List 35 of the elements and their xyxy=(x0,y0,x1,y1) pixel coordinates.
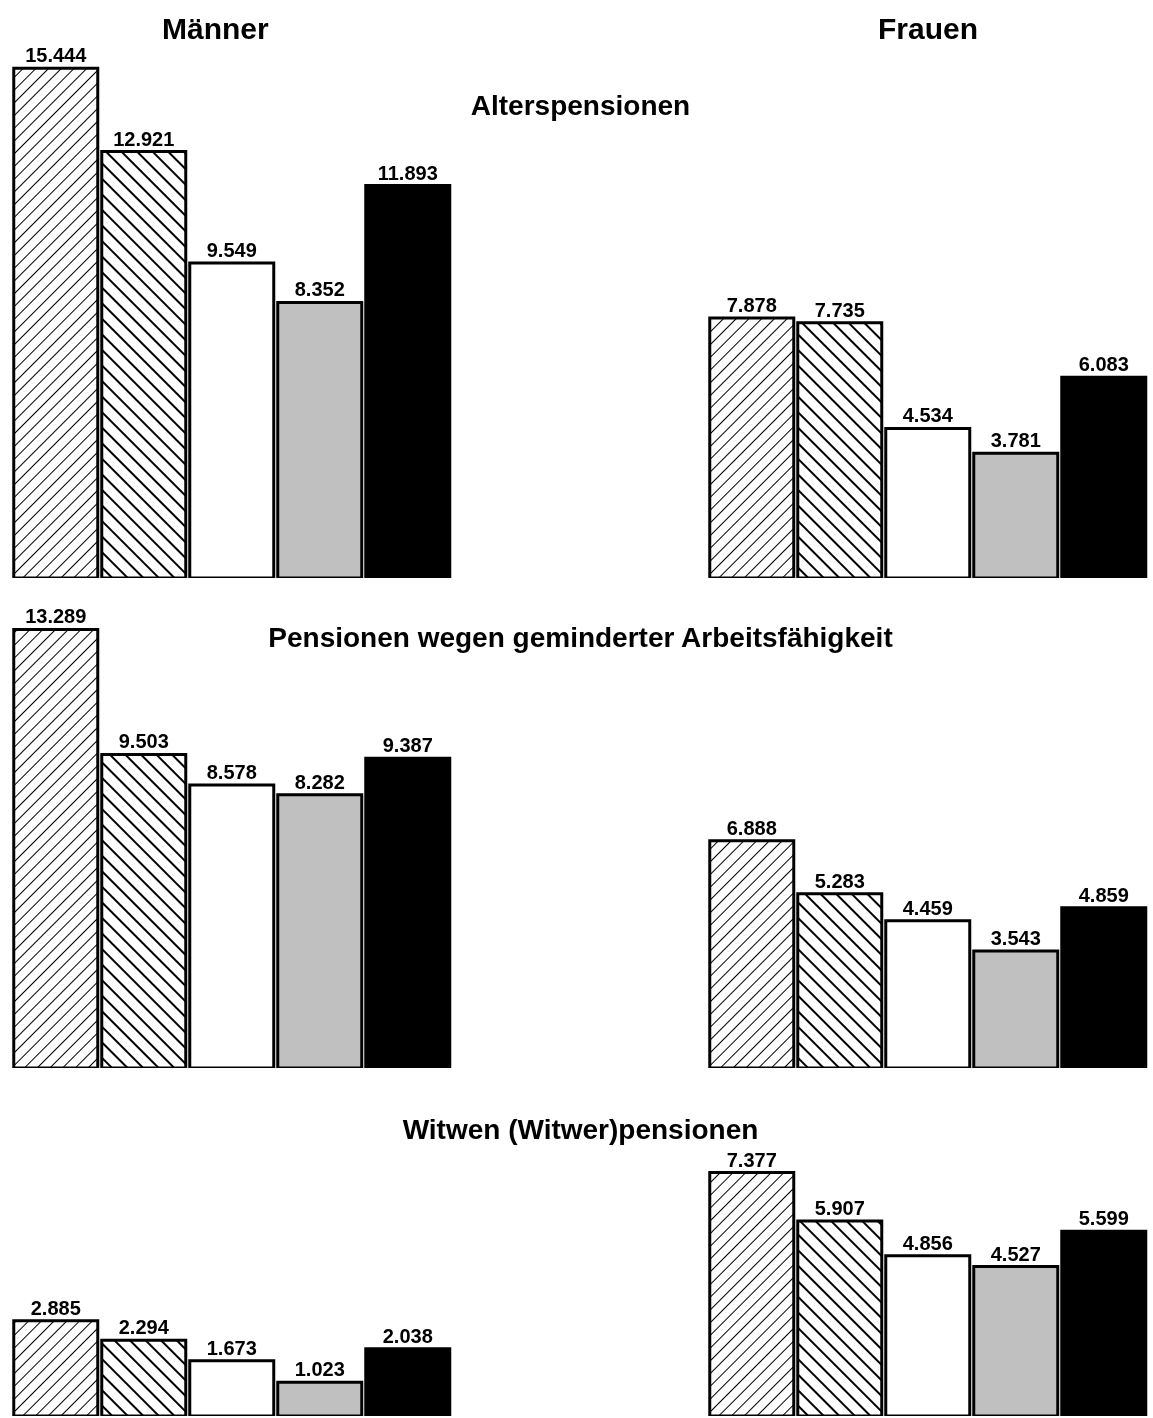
data-label: 6.083 xyxy=(1078,353,1129,376)
chart-title: Männer xyxy=(162,12,269,46)
data-label: 8.352 xyxy=(294,278,345,301)
chart-title: Frauen xyxy=(878,12,979,46)
data-label: 4.527 xyxy=(990,1242,1041,1265)
data-label: 8.282 xyxy=(294,770,345,793)
data-label: 4.459 xyxy=(902,896,953,919)
data-label: 7.735 xyxy=(814,298,865,321)
data-label: 4.859 xyxy=(1078,883,1129,906)
data-label: 12.921 xyxy=(113,127,175,150)
data-label: 3.543 xyxy=(990,927,1041,950)
data-label: 2.038 xyxy=(382,1324,433,1347)
data-label: 7.377 xyxy=(726,1148,777,1171)
data-label: 11.893 xyxy=(377,161,438,184)
data-label: 15.444 xyxy=(25,44,88,67)
data-label: 8.578 xyxy=(206,760,257,783)
data-label: 5.907 xyxy=(814,1197,865,1220)
data-label: 1.673 xyxy=(206,1336,257,1359)
text: Pensionen wegen geminderter Arbeitsfähigkeit xyxy=(268,622,893,653)
data-label: 5.599 xyxy=(1078,1207,1129,1230)
data-label: 13.289 xyxy=(25,605,87,628)
data-label: 7.878 xyxy=(726,294,777,317)
data-label: 2.885 xyxy=(30,1296,81,1319)
text: Alterspensionen xyxy=(469,90,692,122)
data-label: 4.856 xyxy=(902,1231,953,1254)
data-label: 4.534 xyxy=(902,404,954,427)
text: Witwen (Witwer)pensionen xyxy=(401,1114,760,1146)
data-label: 9.387 xyxy=(382,734,433,757)
data-label: 9.503 xyxy=(118,730,169,753)
data-label: 3.781 xyxy=(990,429,1041,452)
data-label: 2.294 xyxy=(118,1316,170,1339)
data-label: 5.283 xyxy=(814,869,865,892)
data-label: 9.549 xyxy=(206,238,257,261)
data-label: 6.888 xyxy=(726,816,777,839)
data-label: 1.023 xyxy=(294,1358,345,1381)
